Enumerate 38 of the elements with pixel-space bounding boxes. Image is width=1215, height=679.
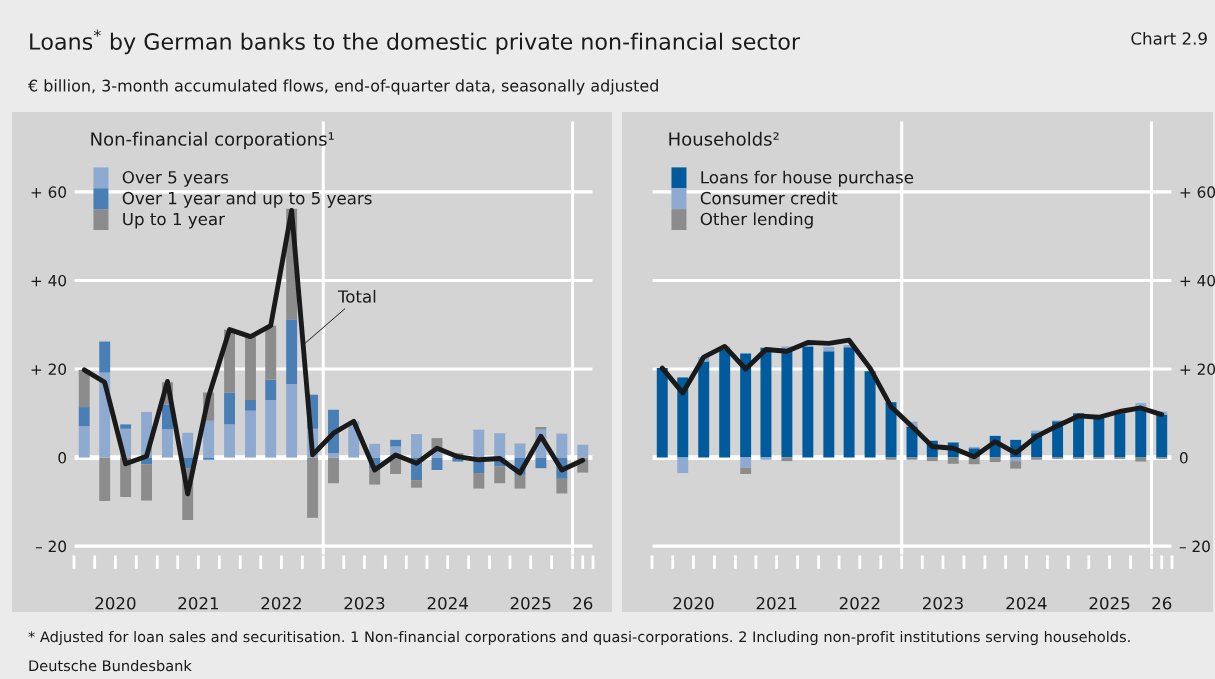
x-tick-label: 2021 xyxy=(756,596,797,610)
x-tick-label: 2021 xyxy=(178,596,219,610)
legend-label: Loans for house purchase xyxy=(701,170,914,187)
x-tick-label: 2020 xyxy=(95,596,136,610)
y-tick-label: – 20 xyxy=(35,540,67,553)
x-tick-label: 2022 xyxy=(261,596,301,610)
caption: Chart 2.9 xyxy=(1131,31,1207,45)
text: * Adjusted for loan sales and securitisation. 1 Non-financial corporations and quasi-corporations. 2 Including non-profit institutions serving households. xyxy=(28,630,1130,646)
y-tick-label: + 40 xyxy=(31,274,67,287)
y-tick-label: + 40 xyxy=(1180,274,1215,287)
text: Non-financial corporations¹ xyxy=(91,131,334,150)
y-tick-label: + 60 xyxy=(1180,186,1215,198)
text: € billion, 3-month accumulated flows, end-of-quarter data, seasonally adjusted xyxy=(28,79,658,95)
y-tick-label: 0 xyxy=(1179,452,1188,464)
legend-label: Over 5 years xyxy=(122,170,229,187)
legend-label: Over 1 year and up to 5 years xyxy=(122,191,372,208)
x-tick-label: 2024 xyxy=(1006,596,1047,610)
x-tick-label: 2023 xyxy=(923,596,963,610)
y-tick-label: + 60 xyxy=(31,186,67,198)
x-tick-label: 26 xyxy=(573,596,593,610)
text: Loans$^{*}$ by German banks to the domestic private non-financial sector xyxy=(30,29,801,55)
text: Total xyxy=(337,289,376,303)
x-tick-label: 26 xyxy=(1152,596,1172,610)
legend-label: Up to 1 year xyxy=(123,212,225,229)
x-tick-label: 2025 xyxy=(510,596,551,610)
x-tick-label: 2024 xyxy=(427,596,468,610)
y-tick-label: + 20 xyxy=(31,363,67,376)
legend-label: Other lending xyxy=(700,212,813,229)
text: Deutsche Bundesbank xyxy=(29,659,192,672)
legend-label: Consumer credit xyxy=(700,191,838,205)
y-tick-label: – 20 xyxy=(1179,540,1210,553)
y-tick-label: + 20 xyxy=(1180,363,1215,376)
x-tick-label: 2020 xyxy=(673,596,714,610)
chart-title: Households² xyxy=(669,131,779,146)
x-tick-label: 2025 xyxy=(1089,596,1130,610)
x-tick-label: 2022 xyxy=(839,596,880,610)
y-tick-label: 0 xyxy=(58,452,67,464)
x-tick-label: 2023 xyxy=(344,596,385,610)
